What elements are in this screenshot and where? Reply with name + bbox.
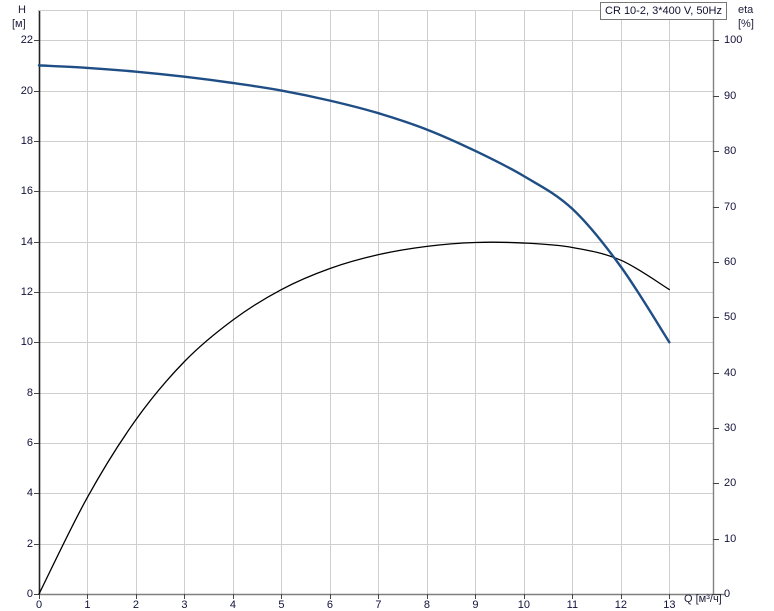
q-tick-6: 6	[326, 599, 333, 611]
h-tick-22: 22	[20, 34, 33, 47]
h-tick-20: 20	[20, 84, 33, 97]
h-tick-0: 0	[26, 588, 33, 600]
q-tick-9: 9	[472, 599, 479, 611]
q-tick-12: 12	[614, 599, 627, 611]
eta-tick-90: 90	[724, 89, 737, 102]
q-tick-7: 7	[375, 599, 382, 611]
eta-tick-80: 80	[724, 145, 737, 158]
h-axis-title: H	[18, 4, 26, 16]
q-tick-2: 2	[132, 599, 140, 611]
q-tick-1: 1	[84, 599, 91, 611]
eta-tick-100: 100	[724, 34, 743, 47]
q-tick-11: 11	[566, 599, 579, 611]
eta-tick-10: 10	[724, 532, 737, 545]
head-curve	[37, 64, 671, 344]
h-tick-2: 2	[26, 537, 33, 550]
axis-lines	[38, 10, 725, 596]
q-tick-10: 10	[517, 599, 531, 611]
eta-tick-70: 70	[724, 200, 737, 213]
eta-tick-60: 60	[724, 255, 737, 268]
h-tick-4: 4	[26, 487, 33, 500]
q-tick-4: 4	[229, 599, 237, 611]
legend-label: CR 10-2, 3*400 V, 50Hz	[600, 2, 727, 20]
eta-axis-unit: [%]	[738, 18, 754, 30]
eta-tick-20: 20	[724, 477, 737, 490]
eta-axis-title: eta	[738, 4, 754, 16]
h-tick-10: 10	[20, 336, 33, 349]
eta-tick-50: 50	[724, 311, 737, 324]
h-tick-6: 6	[26, 436, 33, 449]
eta-tick-0: 0	[724, 588, 731, 600]
gridlines	[39, 10, 713, 594]
q-tick-8: 8	[423, 599, 430, 611]
q-tick-3: 3	[181, 599, 188, 611]
q-tick-0: 0	[35, 599, 43, 611]
eta-curve	[38, 241, 671, 595]
eta-tick-40: 40	[724, 366, 737, 379]
q-tick-13: 13	[663, 599, 676, 611]
h-tick-18: 18	[20, 134, 33, 147]
tick-marks	[34, 40, 719, 599]
h-axis-unit: [м]	[12, 18, 26, 30]
eta-tick-30: 30	[724, 421, 737, 434]
h-tick-16: 16	[20, 185, 33, 198]
h-tick-8: 8	[26, 386, 33, 399]
q-tick-5: 5	[278, 599, 285, 611]
q-axis-title: Q [м³/ч]	[684, 593, 722, 605]
h-tick-12: 12	[20, 285, 33, 298]
h-tick-14: 14	[20, 235, 33, 248]
